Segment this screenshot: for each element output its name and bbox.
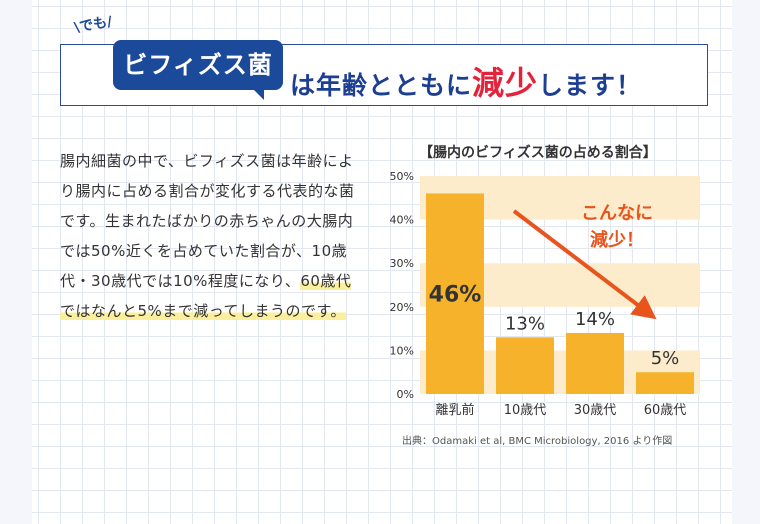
chart-annotation-line1: こんなに [581, 203, 653, 224]
y-tick-label: 0% [397, 388, 414, 401]
data-label: 5% [651, 348, 680, 369]
headline-text: は年齢とともに減少します！ [290, 58, 642, 104]
x-tick-label: 離乳前 [435, 402, 474, 418]
chart-title: 【腸内のビフィズス菌の占める割合】 [419, 145, 657, 161]
headline-badge: ビフィズス菌 [113, 40, 283, 90]
data-label: 46% [429, 283, 482, 308]
trend-arrow [512, 209, 657, 320]
chart-source: 出典：Odamaki et al, BMC Microbiology, 2016… [402, 436, 673, 447]
y-tick-label: 40% [390, 214, 414, 227]
badge-tail [250, 86, 264, 100]
bar [496, 337, 554, 394]
headline-text-emphasis: 減少 [472, 64, 539, 102]
body-text-normal: 腸内細菌の中で、ビフィズス菌は年齢により腸内に占める割合が変化する代表的な菌です… [60, 152, 355, 290]
y-tick-label: 20% [390, 301, 414, 314]
y-tick-label: 30% [390, 257, 414, 270]
x-tick-label: 10歳代 [504, 403, 547, 418]
bar [636, 372, 694, 394]
headline-text-after: します！ [538, 71, 643, 100]
headline-text-before: は年齢とともに [290, 71, 473, 100]
data-label: 13% [505, 313, 545, 334]
data-label: 14% [575, 309, 615, 330]
y-tick-label: 10% [390, 344, 414, 357]
x-tick-label: 60歳代 [644, 403, 687, 418]
bar [566, 332, 624, 394]
x-tick-label: 30歳代 [574, 403, 617, 418]
chart-annotation-line2: 減少！ [590, 229, 644, 251]
body-paragraph: 腸内細菌の中で、ビフィズス菌は年齢により腸内に占める割合が変化する代表的な菌です… [60, 146, 360, 326]
bar [426, 193, 484, 394]
y-tick-label: 50% [390, 170, 414, 183]
